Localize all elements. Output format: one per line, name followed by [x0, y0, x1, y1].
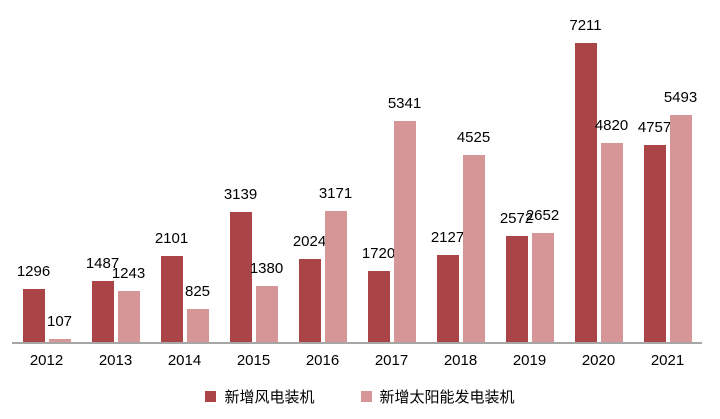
bar-wind-2016 — [298, 258, 321, 343]
bar-column-wind-2016: 2024 — [293, 233, 326, 343]
legend-label-wind: 新增风电装机 — [224, 389, 315, 406]
bar-wind-2018 — [436, 254, 459, 343]
value-label-solar-2015: 1380 — [249, 259, 284, 277]
value-label-solar-2014: 825 — [184, 282, 211, 300]
bar-wind-2012 — [22, 289, 45, 343]
bar-column-solar-2014: 825 — [184, 282, 211, 343]
bar-column-wind-2018: 2127 — [431, 229, 464, 343]
bar-column-wind-2012: 1296 — [17, 263, 50, 343]
value-label-wind-2014: 2101 — [154, 229, 189, 247]
bar-solar-2020 — [600, 142, 623, 343]
bar-column-wind-2019: 2572 — [500, 210, 533, 343]
bar-solar-2018 — [462, 154, 485, 343]
bar-solar-2021 — [669, 114, 692, 343]
year-group-2019: 2572 2652 — [495, 207, 564, 343]
value-label-wind-2017: 1720 — [361, 245, 396, 263]
bar-column-wind-2017: 1720 — [362, 245, 395, 343]
x-tick-label-2015: 2015 — [236, 352, 271, 369]
bar-column-solar-2015: 1380 — [250, 260, 283, 343]
x-tick-label-2017: 2017 — [374, 352, 409, 369]
value-label-wind-2013: 1487 — [85, 255, 120, 273]
value-label-wind-2021: 4757 — [637, 119, 672, 137]
bar-solar-2017 — [393, 120, 416, 343]
bar-wind-2019 — [505, 236, 528, 343]
value-label-solar-2012: 107 — [46, 312, 73, 330]
legend: 新增风电装机 新增太阳能发电装机 — [0, 386, 720, 407]
value-label-solar-2020: 4820 — [594, 116, 629, 134]
year-group-2014: 2101 825 — [150, 230, 219, 343]
bar-column-solar-2021: 5493 — [664, 89, 697, 343]
year-group-2013: 1487 1243 — [81, 255, 150, 343]
value-label-solar-2016: 3171 — [318, 185, 353, 203]
value-label-solar-2013: 1243 — [111, 265, 146, 283]
legend-swatch-solar — [360, 391, 372, 402]
bar-wind-2015 — [229, 212, 252, 343]
legend-item-solar: 新增太阳能发电装机 — [360, 386, 515, 407]
value-label-wind-2015: 3139 — [223, 186, 258, 204]
bar-column-wind-2013: 1487 — [86, 255, 119, 343]
value-label-wind-2016: 2024 — [292, 232, 327, 250]
value-label-solar-2021: 5493 — [663, 88, 698, 106]
bar-wind-2021 — [643, 145, 666, 343]
bar-solar-2016 — [324, 211, 347, 343]
x-tick-label-2021: 2021 — [650, 352, 685, 369]
bar-column-wind-2014: 2101 — [155, 230, 188, 343]
year-group-2021: 4757 5493 — [633, 89, 702, 343]
bar-column-solar-2012: 107 — [46, 312, 73, 343]
x-tick-label-2013: 2013 — [98, 352, 133, 369]
bar-wind-2014 — [160, 255, 183, 343]
bar-column-solar-2020: 4820 — [595, 117, 628, 343]
year-group-2017: 1720 5341 — [357, 95, 426, 343]
year-group-2015: 3139 1380 — [219, 186, 288, 343]
bar-wind-2020 — [574, 43, 597, 343]
bar-solar-2019 — [531, 232, 554, 343]
x-tick-label-2018: 2018 — [443, 352, 478, 369]
year-group-2012: 1296 107 — [12, 263, 81, 343]
bar-column-solar-2018: 4525 — [457, 129, 490, 343]
x-axis-line — [12, 342, 702, 344]
value-label-wind-2020: 7211 — [569, 17, 602, 34]
bar-column-solar-2019: 2652 — [526, 207, 559, 343]
x-tick-label-2020: 2020 — [581, 352, 616, 369]
bar-chart: 1296 107 1487 1243 2101 825 3139 1380 2024 3171 17… — [12, 0, 702, 369]
bar-solar-2013 — [117, 291, 140, 343]
x-tick-label-2019: 2019 — [512, 352, 547, 369]
bar-solar-2014 — [186, 308, 209, 343]
bar-column-solar-2013: 1243 — [112, 265, 145, 343]
year-group-2018: 2127 4525 — [426, 129, 495, 343]
bar-column-wind-2020: 7211 — [569, 17, 602, 343]
bar-solar-2015 — [255, 285, 278, 343]
value-label-wind-2019: 2572 — [499, 210, 534, 227]
value-label-wind-2018: 2127 — [430, 228, 465, 246]
value-label-solar-2018: 4525 — [456, 128, 491, 146]
plot-area: 1296 107 1487 1243 2101 825 3139 1380 2024 3171 17… — [12, 0, 702, 343]
bar-solar-2012 — [48, 338, 71, 343]
value-label-solar-2019: 2652 — [525, 206, 560, 224]
legend-label-solar: 新增太阳能发电装机 — [379, 389, 515, 406]
value-label-solar-2017: 5341 — [387, 94, 422, 112]
x-tick-label-2014: 2014 — [167, 352, 202, 369]
x-tick-label-2016: 2016 — [305, 352, 340, 369]
year-group-2016: 2024 3171 — [288, 185, 357, 343]
bar-column-wind-2021: 4757 — [638, 119, 671, 343]
value-label-wind-2012: 1296 — [16, 263, 51, 281]
bar-column-solar-2016: 3171 — [319, 185, 352, 343]
bar-wind-2017 — [367, 271, 390, 343]
bar-column-wind-2015: 3139 — [224, 186, 257, 343]
x-tick-label-2012: 2012 — [29, 352, 64, 369]
bar-wind-2013 — [91, 281, 114, 343]
legend-item-wind: 新增风电装机 — [205, 386, 315, 407]
year-group-2020: 7211 4820 — [564, 17, 633, 343]
bar-column-solar-2017: 5341 — [388, 95, 421, 343]
x-axis-tick-labels: 2012 2013 2014 2015 2016 2017 2018 2019 2020 2021 — [12, 352, 702, 369]
legend-swatch-wind — [205, 391, 217, 402]
